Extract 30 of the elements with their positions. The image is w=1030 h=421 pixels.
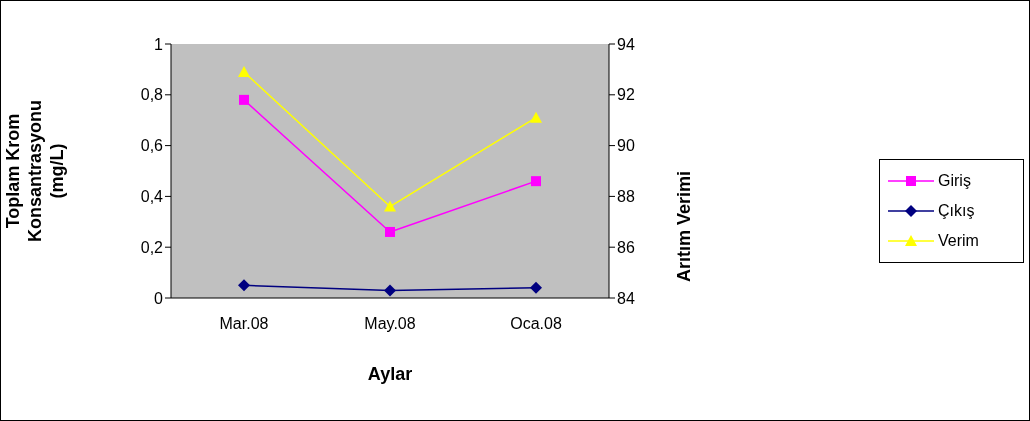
y2-tick-label: 90 bbox=[617, 137, 635, 155]
y-tick-label: 1 bbox=[154, 35, 164, 53]
x-tick-label: Mar.08 bbox=[219, 315, 269, 333]
point bbox=[531, 176, 541, 187]
y-tick-label: 0,2 bbox=[140, 238, 164, 256]
point bbox=[384, 200, 396, 212]
y2-tick-label: 92 bbox=[617, 86, 635, 104]
point bbox=[530, 111, 542, 123]
y2-tick-label: 88 bbox=[617, 188, 635, 206]
y-tick-label: 0,6 bbox=[140, 137, 164, 155]
x-tick-label: Oca.08 bbox=[510, 315, 562, 333]
x-axis-title: Aylar bbox=[367, 364, 413, 384]
y-tick-label: 0,8 bbox=[140, 86, 164, 104]
y2-tick-label: 94 bbox=[617, 35, 635, 53]
y2-tick-label: 84 bbox=[617, 289, 635, 307]
y-axis-title: Toplam Krom Konsantrasyonu (mg/L) bbox=[3, 99, 67, 243]
point bbox=[384, 284, 396, 297]
y2-tick-label: 86 bbox=[617, 238, 635, 256]
legend-label: Çıkış bbox=[938, 201, 975, 220]
legend-label: Giriş bbox=[938, 171, 971, 190]
x-tick-label: May.08 bbox=[364, 315, 416, 333]
point bbox=[385, 226, 395, 237]
point bbox=[239, 94, 249, 105]
point bbox=[530, 281, 542, 294]
point bbox=[238, 65, 250, 77]
y-tick-label: 0,4 bbox=[140, 188, 164, 206]
legend-label: Verim bbox=[938, 231, 979, 250]
y2-axis-title: Arıtım Verimi bbox=[674, 171, 695, 283]
y-tick-label: 0 bbox=[154, 289, 164, 307]
point bbox=[238, 279, 250, 292]
